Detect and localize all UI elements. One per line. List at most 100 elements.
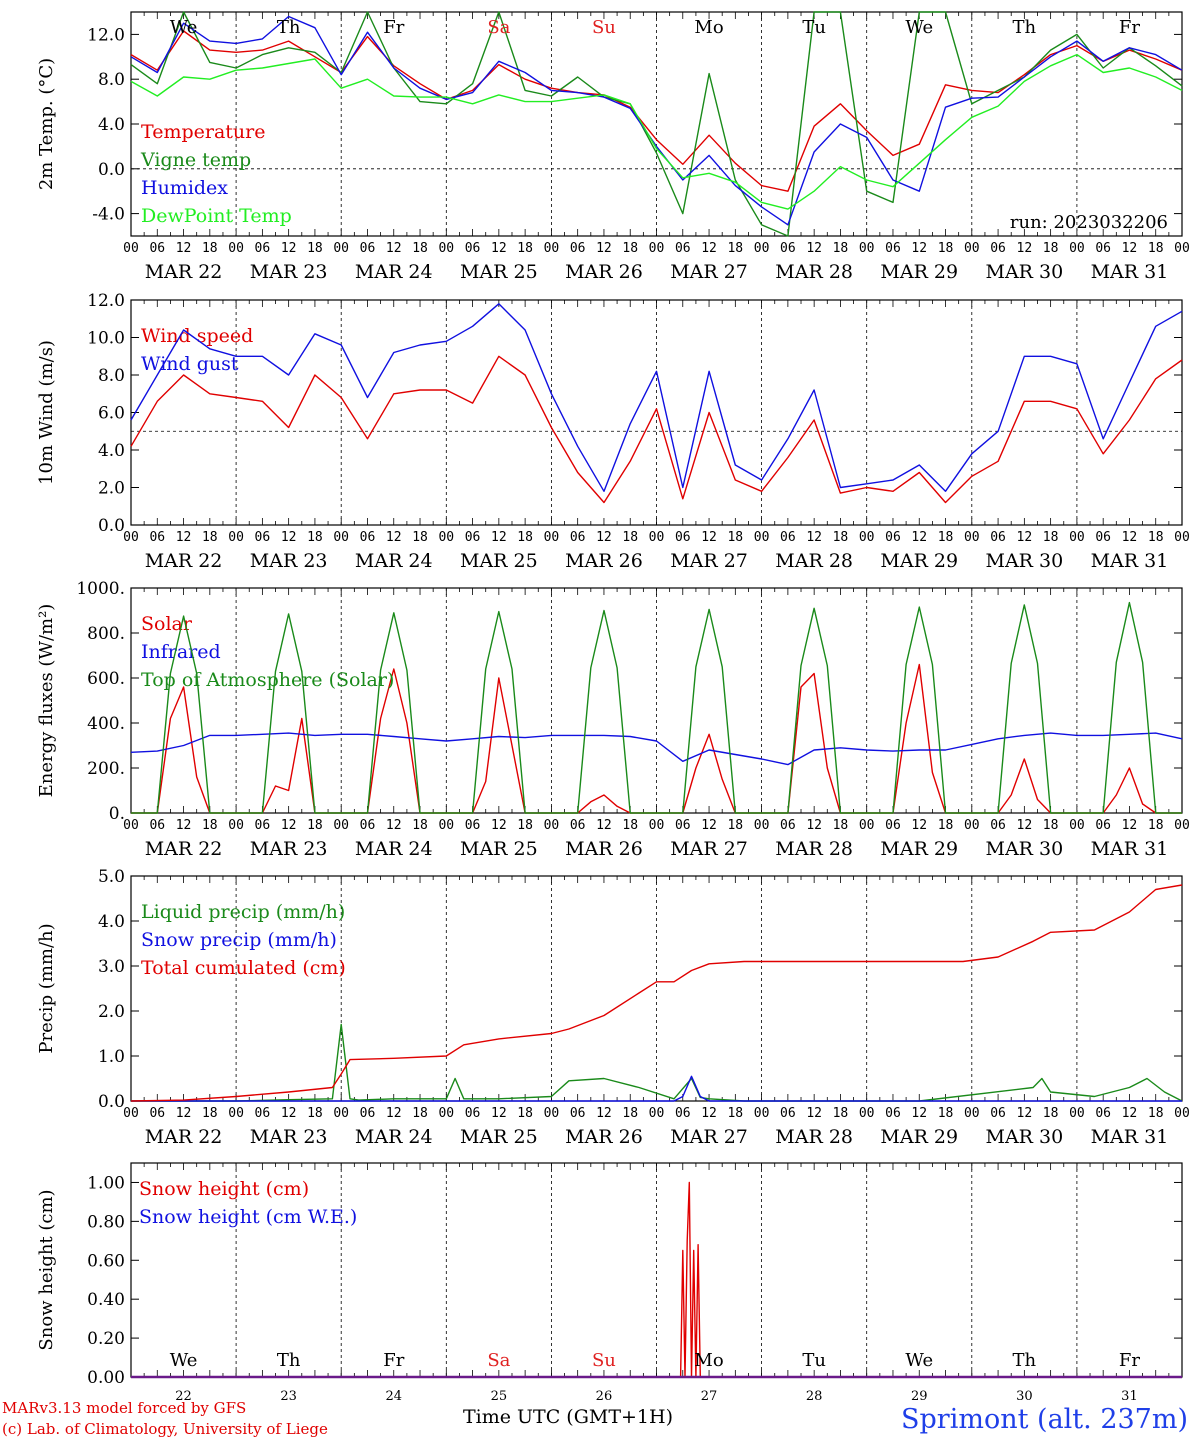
series-line-snow-precip-mm-h- [131,1075,1182,1102]
hour-tick-label: 00 [333,818,349,833]
y-tick-label: 12.0 [87,291,125,311]
hour-tick-label: 12 [176,1106,192,1121]
y-tick-label: 12.0 [87,25,125,45]
hour-tick-label: 12 [596,530,612,545]
hour-tick-label: 12 [281,241,297,256]
hour-tick-label: 06 [465,818,481,833]
hour-tick-label: 12 [1017,241,1033,256]
hour-tick-label: 18 [938,818,954,833]
legend-entry: Snow height (cm W.E.) [139,1206,357,1228]
hour-tick-label: 00 [544,818,560,833]
hour-tick-label: 00 [964,1106,980,1121]
hour-tick-label: 12 [701,1106,717,1121]
y-tick-label: 8.0 [98,366,125,386]
hour-tick-label: 00 [754,1106,770,1121]
hour-tick-label: 00 [123,530,139,545]
weekday-label: Fr [1119,1350,1140,1371]
hour-tick-label: 18 [412,530,428,545]
hour-tick-label: 12 [176,241,192,256]
hour-tick-label: 06 [360,1106,376,1121]
day-number-label: 26 [596,1389,613,1404]
hour-tick-label: 18 [938,530,954,545]
hour-tick-label: 00 [544,241,560,256]
date-label: MAR 28 [775,550,853,572]
hour-tick-label: 00 [438,241,454,256]
y-tick-label: 3.0 [98,957,125,977]
date-label: MAR 25 [460,838,538,860]
panel-temp: -4.0 0.0 4.0 8.0 12.0 2m Temp. (°C) 00 06 12 18 MA… [36,11,1190,283]
weekday-label: We [905,1350,933,1371]
y-axis-label: 2m Temp. (°C) [36,58,57,190]
hour-tick-label: 00 [859,530,875,545]
hour-tick-label: 06 [465,241,481,256]
series-line-wind-gust [130,303,1183,492]
weekday-label: Tu [802,17,826,38]
hour-tick-label: 12 [386,1106,402,1121]
hour-tick-label: 12 [281,530,297,545]
hour-tick-label: 06 [990,241,1006,256]
hour-tick-label: 06 [570,818,586,833]
y-tick-label: -4.0 [92,205,125,225]
series-line-infrared [130,732,1183,766]
hour-tick-label: 00 [964,530,980,545]
y-axis-label: Snow height (cm) [36,1189,57,1350]
hour-tick-label: 00 [333,530,349,545]
hour-tick-label: 06 [149,1106,165,1121]
legend-entry: Temperature [141,121,265,143]
hour-tick-label: 12 [806,1106,822,1121]
legend-entry: DewPoint Temp [141,205,292,227]
hour-tick-label: 06 [465,530,481,545]
hour-tick-label: 06 [149,818,165,833]
date-label: MAR 31 [1091,550,1169,572]
weekday-label: We [170,17,198,38]
date-label: MAR 23 [250,838,328,860]
hour-tick-label: 00 [859,241,875,256]
hour-tick-label: 18 [833,818,849,833]
hour-tick-label: 18 [938,1106,954,1121]
date-label: MAR 23 [250,550,328,572]
hour-tick-label: 18 [622,1106,638,1121]
y-tick-label: 600. [87,669,125,689]
date-label: MAR 23 [250,1126,328,1148]
hour-tick-label: 00 [754,530,770,545]
date-label: MAR 25 [460,1126,538,1148]
date-label: MAR 26 [565,261,643,283]
hour-tick-label: 12 [806,530,822,545]
series-line-vigne-temp [130,11,1183,237]
y-tick-label: 1000. [76,579,125,599]
y-tick-label: 0. [109,804,125,824]
day-number-label: 28 [806,1389,823,1404]
hour-tick-label: 18 [202,530,218,545]
panel-snow: 0.00 0.20 0.40 0.60 0.80 1.00 Snow height (cm)… [36,1162,1183,1404]
plot-frame [130,587,1183,814]
hour-tick-label: 00 [544,530,560,545]
date-label: MAR 29 [880,1126,958,1148]
hour-tick-label: 00 [438,818,454,833]
hour-tick-label: 18 [1148,530,1164,545]
day-number-label: 24 [385,1389,402,1404]
y-tick-label: 1.0 [98,1047,125,1067]
hour-tick-label: 00 [649,530,665,545]
hour-tick-label: 06 [780,1106,796,1121]
hour-tick-label: 18 [307,241,323,256]
hour-tick-label: 12 [386,818,402,833]
day-number-label: 23 [280,1389,297,1404]
weekday-label: Su [592,1350,616,1371]
weekday-label: Fr [383,17,404,38]
series-line-total-cumulated-cm- [130,884,1183,1102]
hour-tick-label: 06 [149,530,165,545]
y-tick-label: 4.0 [98,912,125,932]
hour-tick-label: 06 [885,530,901,545]
hour-tick-label: 18 [202,1106,218,1121]
hour-tick-label: 12 [911,530,927,545]
hour-tick-label: 00 [1174,530,1190,545]
y-tick-label: 10.0 [87,329,125,349]
hour-tick-label: 18 [1043,818,1059,833]
hour-tick-label: 18 [727,818,743,833]
hour-tick-label: 06 [780,530,796,545]
hour-tick-label: 12 [281,818,297,833]
hour-tick-label: 12 [596,1106,612,1121]
hour-tick-label: 06 [570,1106,586,1121]
y-axis-label: Precip (mm/h) [36,923,57,1053]
hour-tick-label: 06 [990,1106,1006,1121]
